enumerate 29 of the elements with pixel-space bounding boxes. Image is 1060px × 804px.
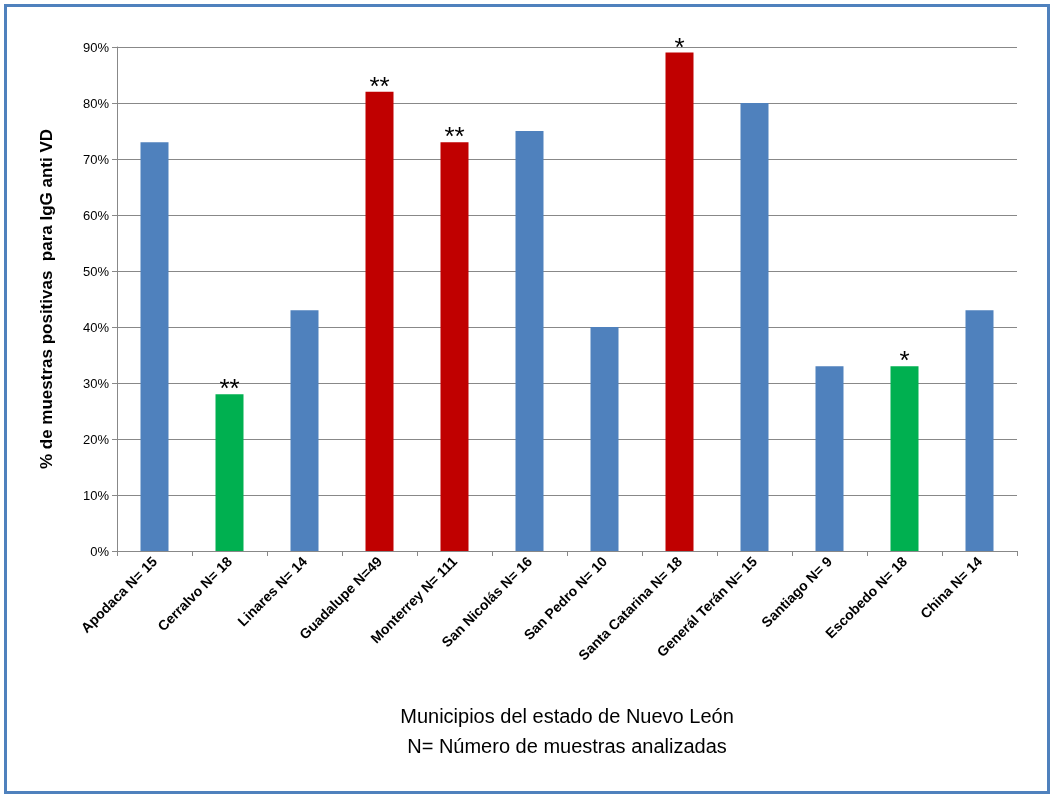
bar xyxy=(290,310,319,551)
bar xyxy=(140,142,169,551)
y-tick-label: 30% xyxy=(82,375,110,391)
bar xyxy=(365,91,394,551)
y-tick-label: 70% xyxy=(82,151,110,167)
y-tick-label: 0% xyxy=(90,543,110,559)
bar xyxy=(965,310,994,551)
y-tick-label: 50% xyxy=(82,263,110,279)
annotation: ** xyxy=(444,121,465,152)
bar xyxy=(590,327,619,551)
y-tick-label: 60% xyxy=(82,207,110,223)
annotation: * xyxy=(899,345,910,376)
bar xyxy=(815,366,844,551)
bar xyxy=(215,394,244,551)
y-tick-label: 90% xyxy=(82,39,110,55)
bar xyxy=(740,103,769,551)
bar xyxy=(890,366,919,551)
y-axis-title: % de muestras positivas para IgG anti VD xyxy=(37,128,56,470)
x-axis-title: Municipios del estado de Nuevo León N= Número de muestras analizadas xyxy=(400,705,734,757)
bar xyxy=(440,142,469,551)
bar xyxy=(665,52,694,551)
annotation: ** xyxy=(219,373,240,404)
annotation: * xyxy=(674,31,685,62)
y-tick-label: 20% xyxy=(82,431,110,447)
bar xyxy=(515,131,544,551)
annotation: ** xyxy=(369,70,390,101)
y-tick-label: 10% xyxy=(82,487,110,503)
y-tick-label: 80% xyxy=(82,95,110,111)
y-tick-label: 40% xyxy=(82,319,110,335)
